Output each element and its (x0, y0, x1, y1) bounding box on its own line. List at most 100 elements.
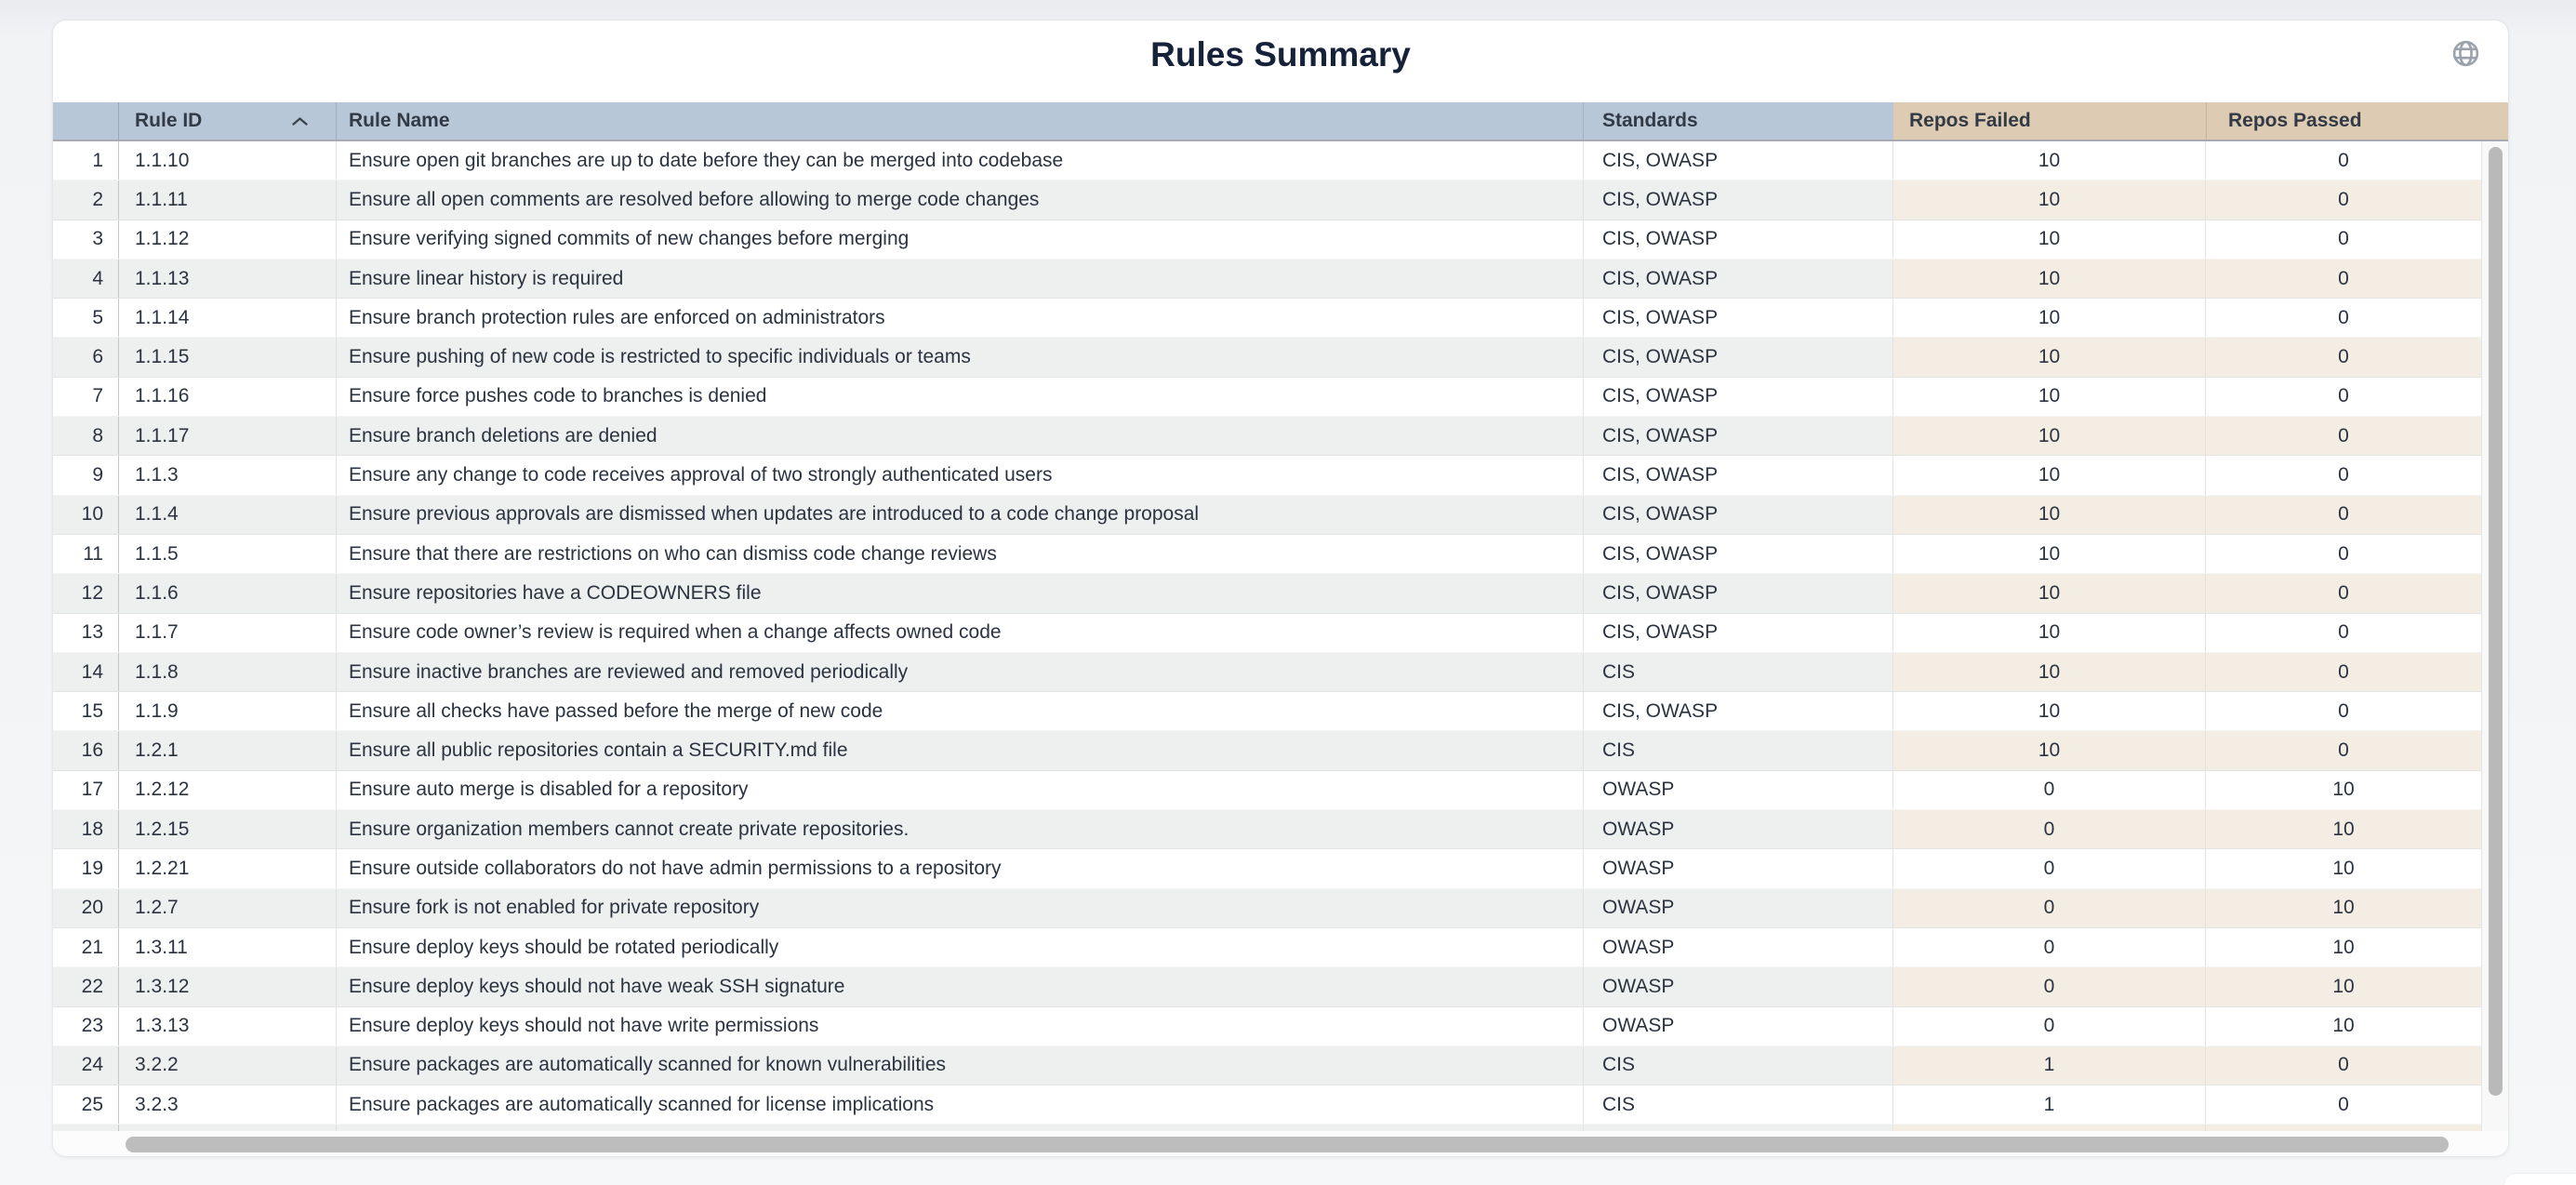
horizontal-scrollbar-track[interactable] (53, 1131, 2508, 1156)
repos-passed-cell: 0 (2338, 542, 2349, 565)
rule-id-cell: 1.1.3 (119, 456, 337, 495)
row-number-cell: 6 (53, 338, 119, 377)
repos-failed-cell: 0 (1893, 810, 2206, 849)
table-row: 9 1.1.3 Ensure any change to code receiv… (53, 456, 2481, 496)
globe-button[interactable] (2449, 39, 2482, 73)
repos-failed-cell: 10 (1893, 731, 2206, 770)
rule-name-cell: Ensure linear history is required (349, 267, 624, 289)
column-header-rule-id[interactable]: Rule ID (119, 102, 337, 140)
horizontal-scrollbar-thumb[interactable] (126, 1137, 2449, 1152)
table-row (53, 1125, 2481, 1131)
standards-cell: CIS, OWASP (1583, 299, 1893, 338)
repos-passed-cell: 10 (2332, 936, 2355, 958)
repos-passed-cell: 0 (2206, 259, 2481, 299)
rule-id-cell: 1.2.1 (119, 731, 337, 770)
table-row: 25 3.2.3 Ensure packages are automatical… (53, 1085, 2481, 1125)
table-body: 1 1.1.10 Ensure open git branches are up… (53, 141, 2481, 1131)
repos-failed-cell: 10 (1893, 692, 2206, 731)
rule-name-cell: Ensure packages are automatically scanne… (349, 1054, 947, 1076)
column-header-label: Repos Failed (1909, 110, 2031, 131)
page-title: Rules Summary (1150, 35, 1411, 73)
standards-cell: OWASP (1583, 849, 1893, 888)
repos-passed-cell: 10 (2332, 857, 2355, 879)
repos-passed-cell: 0 (2206, 652, 2481, 692)
rule-id-cell: 3.2.3 (119, 1085, 337, 1125)
repos-passed-cell: 0 (2206, 731, 2481, 770)
repos-failed-cell: 10 (1893, 180, 2206, 220)
rule-name-cell: Ensure force pushes code to branches is … (349, 385, 767, 407)
repos-failed-cell: 0 (1893, 849, 2206, 888)
repos-failed-cell: 1 (1893, 1085, 2206, 1125)
table-row: 24 3.2.2 Ensure packages are automatical… (53, 1045, 2481, 1086)
table-row: 11 1.1.5 Ensure that there are restricti… (53, 534, 2481, 575)
row-number-cell: 23 (53, 1006, 119, 1045)
column-header-repos-passed[interactable]: Repos Passed (2206, 102, 2508, 140)
repos-failed-cell: 10 (1893, 417, 2206, 456)
table-row: 15 1.1.9 Ensure all checks have passed b… (53, 692, 2481, 732)
repos-failed-cell: 10 (1893, 456, 2206, 495)
repos-passed-cell: 10 (2332, 1015, 2355, 1037)
rule-id-cell: 1.1.14 (119, 299, 337, 338)
row-number-cell: 14 (53, 652, 119, 692)
repos-failed-cell: 10 (1893, 574, 2206, 613)
row-number-cell: 15 (53, 692, 119, 731)
standards-cell: CIS (1583, 1045, 1893, 1085)
rule-name-cell: Ensure verifying signed commits of new c… (349, 228, 910, 250)
row-number-cell: 13 (53, 613, 119, 652)
repos-failed-cell (1893, 1125, 2206, 1131)
row-number-cell: 18 (53, 810, 119, 849)
column-header-repos-failed[interactable]: Repos Failed (1893, 102, 2206, 140)
repos-failed-cell: 10 (1893, 299, 2206, 338)
table-row: 18 1.2.15 Ensure organization members ca… (53, 810, 2481, 850)
standards-cell: CIS, OWASP (1583, 259, 1893, 299)
repos-passed-cell: 0 (2338, 306, 2349, 328)
column-header-label: Rule Name (349, 110, 450, 131)
row-number-cell: 4 (53, 259, 119, 299)
column-header-standards[interactable]: Standards (1583, 102, 1893, 140)
repos-failed-cell: 0 (1893, 888, 2206, 927)
standards-cell: CIS, OWASP (1583, 613, 1893, 652)
rule-name-cell: Ensure inactive branches are reviewed an… (349, 660, 909, 683)
row-number-cell: 1 (53, 141, 119, 180)
repos-failed-cell: 10 (1893, 220, 2206, 259)
table-row: 14 1.1.8 Ensure inactive branches are re… (53, 652, 2481, 693)
standards-cell: CIS, OWASP (1583, 495, 1893, 534)
rule-id-cell: 1.2.15 (119, 810, 337, 849)
repos-passed-cell: 0 (2206, 417, 2481, 456)
rule-id-cell: 1.1.7 (119, 613, 337, 652)
table-row: 7 1.1.16 Ensure force pushes code to bra… (53, 377, 2481, 418)
rule-id-cell: 1.3.12 (119, 967, 337, 1006)
repos-passed-cell: 0 (2338, 149, 2349, 171)
column-header-rule-name[interactable]: Rule Name (337, 102, 1583, 140)
standards-cell: CIS (1583, 652, 1893, 692)
row-number-cell: 20 (53, 888, 119, 927)
row-number-cell: 24 (53, 1045, 119, 1085)
repos-passed-cell: 0 (2206, 180, 2481, 220)
row-number-cell: 9 (53, 456, 119, 495)
table-row: 17 1.2.12 Ensure auto merge is disabled … (53, 770, 2481, 811)
repos-passed-cell: 0 (2338, 1093, 2349, 1115)
rule-name-cell: Ensure all public repositories contain a… (349, 739, 848, 762)
standards-cell: CIS, OWASP (1583, 141, 1893, 180)
row-number-cell: 2 (53, 180, 119, 220)
standards-cell: OWASP (1583, 927, 1893, 967)
vertical-scrollbar-track[interactable] (2481, 141, 2508, 1131)
table-row: 12 1.1.6 Ensure repositories have a CODE… (53, 574, 2481, 614)
repos-failed-cell: 10 (1893, 338, 2206, 377)
row-number-cell: 8 (53, 417, 119, 456)
standards-cell: OWASP (1583, 1006, 1893, 1045)
repos-passed-cell: 10 (2206, 810, 2481, 849)
rule-name-cell: Ensure that there are restrictions on wh… (349, 542, 997, 565)
table-row: 8 1.1.17 Ensure branch deletions are den… (53, 417, 2481, 457)
table-row: 16 1.2.1 Ensure all public repositories … (53, 731, 2481, 771)
repos-passed-cell: 10 (2206, 967, 2481, 1006)
repos-passed-cell: 0 (2338, 699, 2349, 722)
standards-cell: CIS, OWASP (1583, 456, 1893, 495)
repos-failed-cell: 0 (1893, 927, 2206, 967)
standards-cell: CIS, OWASP (1583, 377, 1893, 417)
row-number-column-header[interactable] (53, 102, 119, 140)
row-number-cell: 12 (53, 574, 119, 613)
vertical-scrollbar-thumb[interactable] (2489, 147, 2503, 1096)
standards-cell: CIS, OWASP (1583, 338, 1893, 377)
row-number-cell: 25 (53, 1085, 119, 1125)
